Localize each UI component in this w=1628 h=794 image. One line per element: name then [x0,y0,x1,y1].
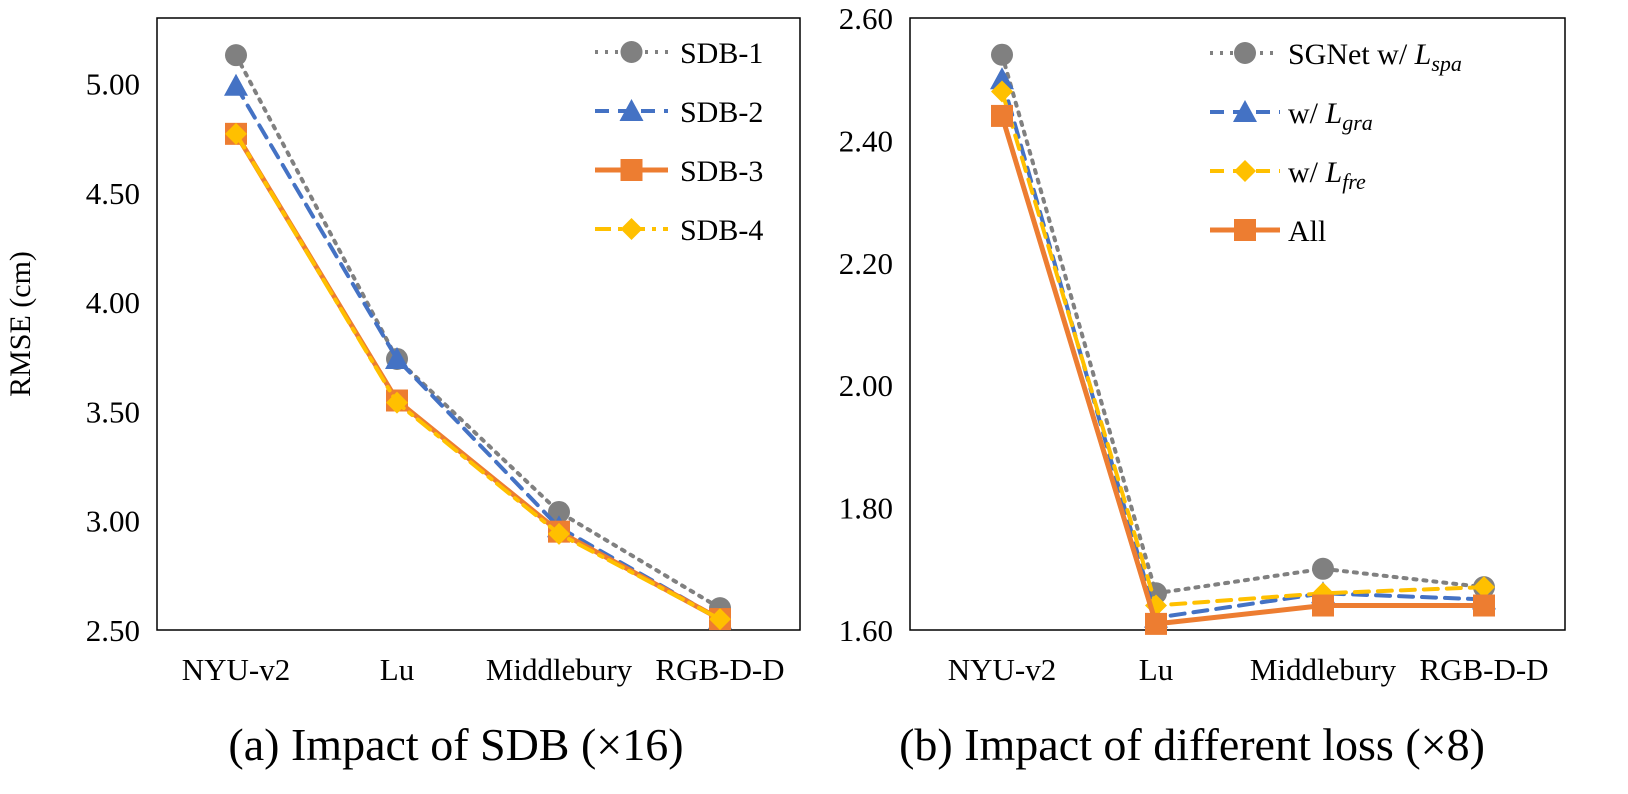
y-tick-label: 4.00 [86,285,140,320]
x-tick-label: NYU-v2 [948,652,1057,687]
y-axis-label: RMSE (cm) [4,251,37,397]
series-line [1000,89,1486,608]
y-tick-label: 2.60 [839,1,893,36]
legend-marker [620,218,643,240]
data-point [1312,594,1334,617]
y-tick-label: 2.00 [839,368,893,403]
plot-area [909,17,1566,631]
series-line [1000,52,1486,596]
y-tick-label: 2.50 [86,613,140,648]
y-tick-label: 3.00 [86,504,140,539]
series-3 [991,80,1495,617]
data-point [991,43,1013,66]
x-tick-label: RGB-D-D [655,652,784,687]
series-4 [225,122,731,631]
data-point [225,122,247,145]
data-point [991,104,1013,127]
data-point [224,73,248,96]
plot-area [156,17,801,631]
y-tick-label: 1.60 [839,613,893,648]
data-point [1145,612,1167,635]
legend-label: SDB-4 [680,214,763,247]
x-tick-label: RGB-D-D [1419,652,1548,687]
legend-label: SDB-3 [680,155,763,188]
legend-marker [620,159,643,181]
y-tick-label: 3.50 [86,394,140,429]
data-point [991,80,1013,103]
legend-marker [1234,42,1256,64]
legend-marker [1234,160,1256,182]
data-point [548,500,570,523]
legend: SDB-1 SDB-2 SDB-3 SDB-4 [595,37,763,247]
series-line [234,131,722,622]
chart-title: (a) Impact of SDB (×16) [228,719,683,770]
data-point [1473,576,1495,599]
data-point [386,391,408,414]
series-4 [991,104,1495,635]
chart-panel-a: 2.50 3.00 3.50 4.00 4.50 5.00 NYU-v2 Lu Middlebu… [4,17,801,770]
legend-marker [1233,100,1257,122]
x-tick-label: Lu [1139,652,1173,687]
legend-label: SDB-2 [680,96,763,129]
legend-marker [620,41,643,63]
data-point [548,522,570,545]
y-tick-label: 2.20 [839,246,893,281]
data-point [1473,594,1495,617]
data-point [385,346,409,369]
data-point [225,44,247,67]
y-tick-label: 5.00 [86,67,140,102]
y-tick-label: 2.40 [839,123,893,158]
x-tick-label: Lu [380,652,414,687]
series-1 [225,44,731,620]
legend: SGNet w/ Lspa w/ Lgra w/ Lfre All [1210,38,1462,248]
legend-label: SDB-1 [680,37,763,70]
y-tick-label: 4.50 [86,176,140,211]
x-tick-label: Middlebury [1250,652,1397,687]
series-2 [224,73,732,630]
legend-label: All [1288,215,1326,248]
data-point [990,67,1014,90]
y-tick-label: 1.80 [839,491,893,526]
legend-label: w/ Lgra [1288,97,1373,135]
series-line [234,83,722,622]
series-line [234,53,722,611]
data-point [709,608,731,631]
series-3 [225,122,731,631]
legend-label: w/ Lfre [1288,156,1366,194]
legend-marker [619,99,644,121]
chart-panel-b: 1.60 1.80 2.00 2.20 2.40 2.60 NYU-v2 Lu Middlebu… [839,1,1566,770]
x-tick-label: NYU-v2 [182,652,291,687]
data-point [1312,557,1334,580]
legend-label: SGNet w/ Lspa [1288,38,1462,76]
chart-title: (b) Impact of different loss (×8) [899,719,1485,770]
series-line [999,113,1487,627]
x-tick-label: Middlebury [486,652,633,687]
series-2 [990,67,1496,628]
legend-marker [1234,219,1256,241]
